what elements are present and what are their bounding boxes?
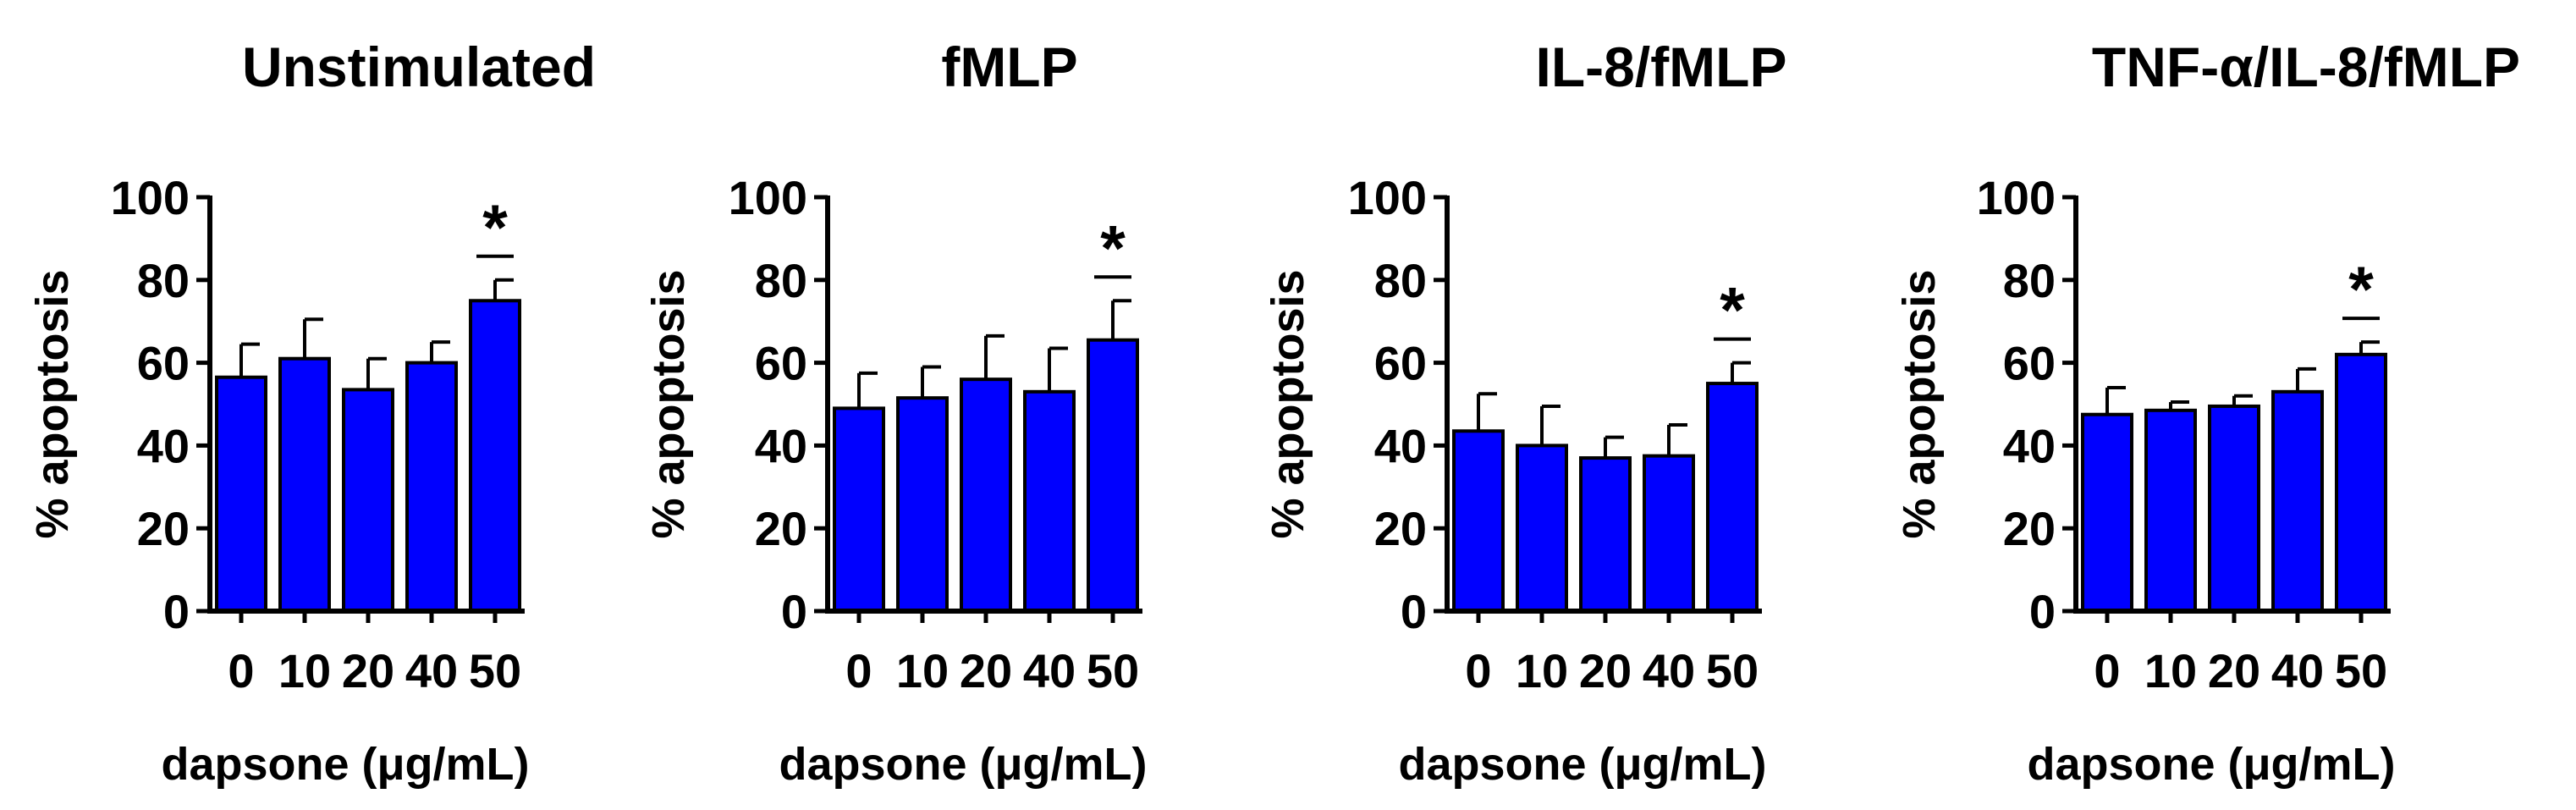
- significance-marker: *: [2348, 254, 2374, 326]
- panel-title: TNF-α/IL-8/fMLP: [2092, 36, 2520, 98]
- bar-50: [1087, 338, 1139, 613]
- x-tick-label: 10: [278, 644, 331, 697]
- x-tick-label: 10: [1516, 644, 1568, 697]
- y-tick-label: 20: [1374, 502, 1427, 555]
- y-tick-label: 80: [2003, 254, 2056, 307]
- panel-title: Unstimulated: [242, 36, 596, 98]
- bar-10: [896, 396, 949, 614]
- y-tick-label: 0: [781, 585, 807, 638]
- bar-40: [405, 361, 458, 613]
- y-axis-label: % apoptosis: [1263, 269, 1313, 538]
- bar-40: [1023, 389, 1076, 613]
- bar-0: [2081, 412, 2133, 613]
- panel-title: fMLP: [941, 36, 1077, 98]
- x-tick-label: 40: [1643, 644, 1695, 697]
- x-tick-label: 0: [228, 644, 254, 697]
- y-tick-label: 80: [1374, 254, 1427, 307]
- x-tick-label: 50: [2335, 644, 2387, 697]
- y-tick-label: 40: [2003, 419, 2056, 472]
- x-tick-label: 40: [2271, 644, 2324, 697]
- y-axis-label: % apoptosis: [27, 269, 78, 538]
- bar-0: [215, 375, 267, 613]
- y-tick-label: 60: [2003, 337, 2056, 390]
- bar-40: [1643, 454, 1695, 613]
- y-tick-label: 100: [1348, 171, 1427, 224]
- y-tick-label: 80: [755, 254, 807, 307]
- x-tick-label: 50: [1706, 644, 1759, 697]
- bar-20: [2208, 404, 2260, 613]
- significance-marker: *: [1720, 275, 1745, 347]
- y-tick-label: 20: [2003, 502, 2056, 555]
- panel-title: IL-8/fMLP: [1536, 36, 1787, 98]
- x-tick-label: 50: [1087, 644, 1139, 697]
- y-tick-label: 20: [755, 502, 807, 555]
- y-tick-label: 80: [137, 254, 190, 307]
- y-tick-label: 60: [137, 337, 190, 390]
- y-tick-label: 40: [137, 419, 190, 472]
- y-axis-label: % apoptosis: [643, 269, 694, 538]
- bar-50: [469, 299, 521, 613]
- x-tick-label: 10: [896, 644, 949, 697]
- x-axis-label: dapsone (μg/mL): [1398, 739, 1766, 790]
- bar-20: [960, 377, 1012, 613]
- x-tick-label: 50: [469, 644, 521, 697]
- y-axis-label: % apoptosis: [1894, 269, 1945, 538]
- bar-0: [1452, 429, 1505, 613]
- x-tick-label: 40: [1023, 644, 1076, 697]
- y-tick-label: 100: [1977, 171, 2056, 224]
- y-tick-label: 100: [111, 171, 190, 224]
- x-tick-label: 0: [1465, 644, 1491, 697]
- y-tick-label: 40: [755, 419, 807, 472]
- bar-10: [2144, 408, 2197, 613]
- y-tick-label: 20: [137, 502, 190, 555]
- bar-40: [2271, 389, 2324, 613]
- bar-50: [1706, 382, 1759, 613]
- y-tick-label: 0: [2029, 585, 2056, 638]
- y-tick-label: 0: [163, 585, 190, 638]
- bar-50: [2335, 352, 2387, 613]
- y-tick-label: 0: [1401, 585, 1427, 638]
- significance-marker: *: [482, 192, 508, 264]
- x-tick-label: 10: [2144, 644, 2197, 697]
- bar-20: [342, 388, 394, 613]
- x-axis-label: dapsone (μg/mL): [779, 739, 1147, 790]
- y-tick-label: 60: [755, 337, 807, 390]
- bar-10: [1516, 444, 1568, 614]
- bar-10: [278, 356, 331, 613]
- bar-0: [833, 406, 885, 614]
- x-axis-label: dapsone (μg/mL): [161, 739, 529, 790]
- x-tick-label: 20: [1579, 644, 1632, 697]
- x-tick-label: 20: [2208, 644, 2260, 697]
- y-tick-label: 40: [1374, 419, 1427, 472]
- y-tick-label: 60: [1374, 337, 1427, 390]
- y-tick-label: 100: [729, 171, 807, 224]
- x-tick-label: 20: [342, 644, 394, 697]
- bar-20: [1579, 456, 1632, 613]
- x-tick-label: 20: [960, 644, 1012, 697]
- significance-marker: *: [1100, 212, 1126, 284]
- x-tick-label: 0: [845, 644, 872, 697]
- x-axis-label: dapsone (μg/mL): [2027, 739, 2395, 790]
- x-tick-label: 0: [2094, 644, 2120, 697]
- x-tick-label: 40: [405, 644, 458, 697]
